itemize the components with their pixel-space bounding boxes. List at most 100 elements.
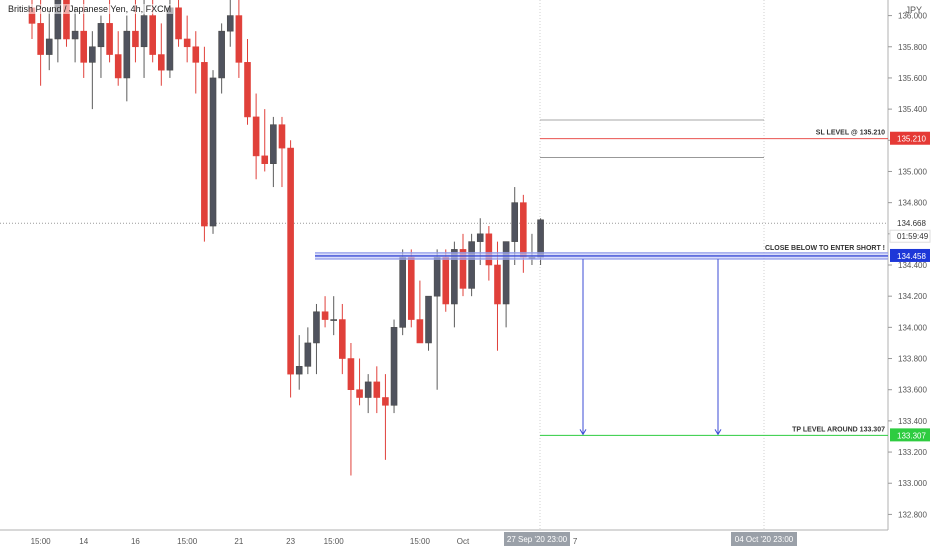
candle — [287, 140, 294, 398]
candle-body — [382, 397, 389, 406]
candle — [97, 15, 105, 78]
candle — [356, 358, 363, 406]
candle — [433, 249, 441, 390]
time-tick-label: 21 — [234, 537, 243, 546]
time-tick-label: 15:00 — [177, 537, 198, 546]
candle-body — [494, 264, 501, 305]
candle-body — [485, 233, 493, 266]
candle-body — [71, 30, 79, 40]
sl-price-badge-bg — [890, 131, 930, 145]
candle — [313, 303, 320, 375]
candle-body — [89, 46, 96, 63]
candle — [192, 31, 200, 94]
candle — [244, 38, 251, 125]
candle-body — [468, 241, 475, 289]
time-tick-label: 14 — [79, 537, 88, 546]
price-tick-label: 135.400 — [898, 105, 927, 114]
candle — [106, 0, 113, 63]
candle-body — [304, 342, 312, 367]
target-arrow-head — [714, 429, 722, 436]
candle-body — [166, 7, 174, 71]
candle — [89, 31, 96, 110]
price-tick-label: 135.800 — [898, 43, 927, 52]
target-arrow-head — [579, 429, 587, 436]
price-tick-label: 133.600 — [898, 386, 927, 395]
candle-body — [502, 241, 510, 305]
candle-body — [433, 256, 441, 297]
candle-body — [235, 15, 243, 63]
candle — [459, 233, 467, 297]
countdown-bg — [889, 229, 931, 243]
crosshair-right-label: 04 Oct '20 23:00 — [735, 535, 794, 544]
candle — [321, 296, 329, 328]
time-tick-label: 15:00 — [324, 537, 345, 546]
last-price-badge: 134.668 — [897, 219, 926, 228]
candle-body — [390, 327, 398, 406]
candle — [158, 23, 165, 86]
candle — [399, 249, 406, 336]
candle — [528, 233, 536, 265]
tp-price-badge-bg — [890, 428, 930, 442]
candle-body — [244, 62, 251, 118]
time-tick-label: 15:00 — [410, 537, 431, 546]
time-tick-label: 7 — [573, 537, 578, 546]
candle-body — [537, 219, 544, 258]
candle-body — [330, 319, 338, 321]
candle-body — [451, 249, 458, 305]
candle-body — [140, 15, 148, 48]
candle-body — [416, 319, 424, 344]
candle-body — [37, 23, 44, 55]
candle — [468, 233, 475, 297]
candle — [209, 70, 217, 234]
candle — [54, 0, 62, 63]
candle-body — [175, 7, 182, 40]
candle — [278, 116, 286, 188]
candle-body — [399, 256, 406, 328]
candle — [261, 109, 269, 172]
chart-title: British Pound / Japanese Yen, 4h, FXCM — [6, 4, 174, 14]
candle — [390, 319, 398, 414]
candle — [63, 0, 70, 47]
candle — [330, 296, 338, 336]
candle-body — [339, 319, 346, 359]
candle — [339, 303, 346, 375]
candle-body — [209, 77, 217, 227]
candle — [373, 366, 381, 414]
crosshair-left-label: 27 Sep '20 23:00 — [507, 535, 568, 544]
candle-body — [373, 381, 381, 398]
candle-body — [442, 256, 450, 305]
candle-body — [54, 0, 62, 40]
candle-body — [97, 23, 105, 48]
price-tick-label: 134.800 — [898, 199, 927, 208]
candle — [295, 335, 303, 390]
candle-body — [313, 311, 320, 344]
price-tick-label: 134.400 — [898, 261, 927, 270]
candle-body — [192, 46, 200, 63]
crosshair-left-bg — [504, 532, 570, 546]
time-tick-label: Oct — [457, 537, 470, 546]
price-tick-label: 134.200 — [898, 292, 927, 301]
countdown-label: 01:59:49 — [897, 232, 929, 241]
candle-body — [425, 295, 432, 344]
currency-label: JPY — [905, 5, 922, 15]
candle — [149, 0, 156, 63]
candle — [45, 7, 53, 71]
candle-body — [347, 358, 355, 391]
candle-body — [261, 155, 269, 164]
candle-body — [295, 366, 303, 375]
crosshair-right-bg — [731, 532, 797, 546]
candle-body — [106, 23, 113, 55]
candle — [364, 374, 372, 414]
candle — [183, 15, 191, 63]
time-tick-label: 15:00 — [31, 537, 52, 546]
candle — [520, 194, 527, 273]
entry-label: CLOSE BELOW TO ENTER SHORT ! — [765, 245, 885, 252]
last-price-badge-bg — [890, 216, 930, 230]
sl-price-badge: 135.210 — [897, 135, 926, 144]
candle-body — [45, 38, 53, 55]
candle-body — [356, 389, 363, 398]
price-tick-label: 133.000 — [898, 479, 927, 488]
candle — [347, 342, 355, 476]
candle — [304, 327, 312, 375]
